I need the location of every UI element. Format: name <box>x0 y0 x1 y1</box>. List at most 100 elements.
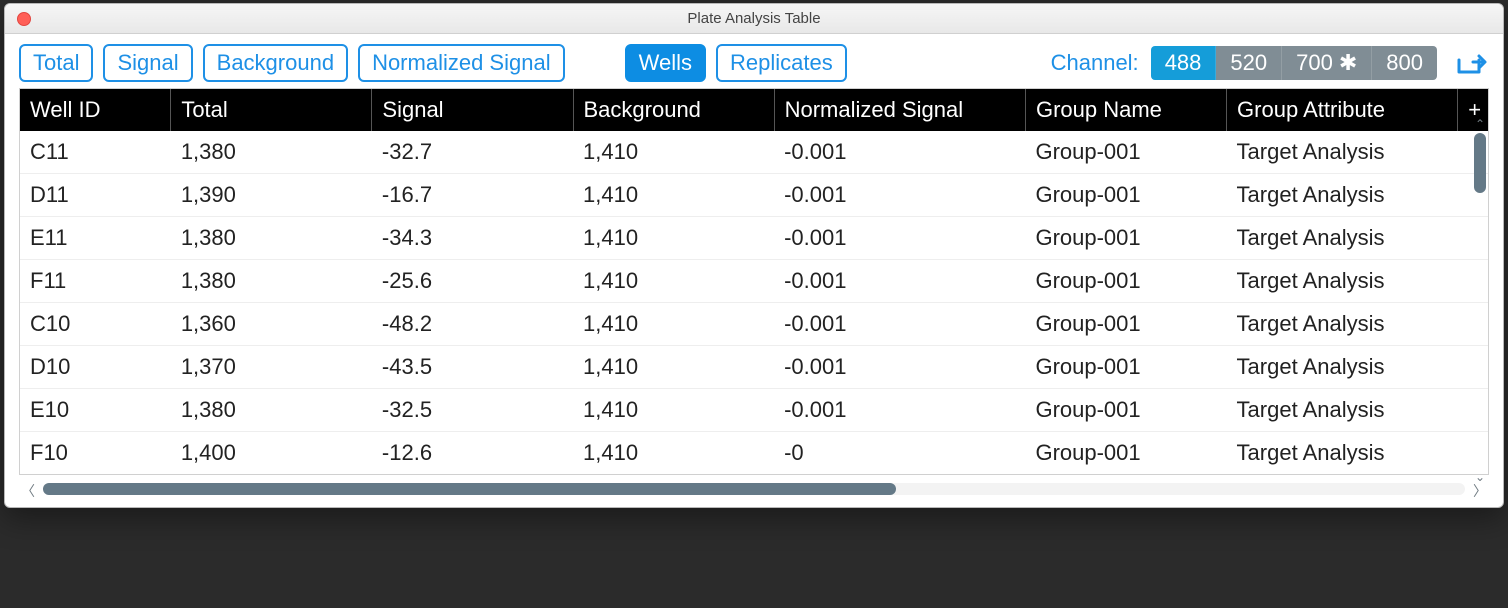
scroll-left-icon[interactable]: 〈 <box>21 481 35 501</box>
cell-well-id: F11 <box>20 260 171 303</box>
cell-group-attr: Target Analysis <box>1227 389 1458 432</box>
cell-background: 1,410 <box>573 217 774 260</box>
cell-group-name: Group-001 <box>1025 131 1226 174</box>
cell-group-attr: Target Analysis <box>1227 260 1458 303</box>
cell-total: 1,370 <box>171 346 372 389</box>
cell-normalized: -0 <box>774 432 1025 475</box>
cell-total: 1,390 <box>171 174 372 217</box>
channel-segmented: 488 520 700✱ 800 <box>1151 46 1437 80</box>
cell-signal: -32.5 <box>372 389 573 432</box>
scroll-up-icon[interactable]: ⌃ <box>1475 117 1485 131</box>
cell-total: 1,380 <box>171 260 372 303</box>
cell-normalized: -0.001 <box>774 260 1025 303</box>
cell-group-name: Group-001 <box>1025 346 1226 389</box>
cell-group-name: Group-001 <box>1025 260 1226 303</box>
vertical-scrollbar[interactable]: ⌃ ⌄ <box>1474 133 1486 468</box>
cell-total: 1,380 <box>171 131 372 174</box>
table-row[interactable]: D101,370-43.51,410-0.001Group-001Target … <box>20 346 1488 389</box>
cell-normalized: -0.001 <box>774 174 1025 217</box>
filter-normalized-button[interactable]: Normalized Signal <box>358 44 565 82</box>
window-titlebar: Plate Analysis Table <box>5 4 1503 34</box>
cell-group-name: Group-001 <box>1025 217 1226 260</box>
cell-group-name: Group-001 <box>1025 303 1226 346</box>
cell-background: 1,410 <box>573 432 774 475</box>
table-row[interactable]: E101,380-32.51,410-0.001Group-001Target … <box>20 389 1488 432</box>
scroll-right-icon[interactable]: 〉 <box>1473 481 1487 501</box>
cell-background: 1,410 <box>573 174 774 217</box>
cell-group-attr: Target Analysis <box>1227 432 1458 475</box>
cell-group-name: Group-001 <box>1025 432 1226 475</box>
cell-well-id: E10 <box>20 389 171 432</box>
col-total[interactable]: Total <box>171 89 372 131</box>
table-container: Well ID Total Signal Background Normaliz… <box>19 88 1489 475</box>
cell-normalized: -0.001 <box>774 217 1025 260</box>
vertical-scroll-thumb[interactable] <box>1474 133 1486 193</box>
cell-signal: -48.2 <box>372 303 573 346</box>
col-normalized[interactable]: Normalized Signal <box>774 89 1025 131</box>
mode-wells-button[interactable]: Wells <box>625 44 706 82</box>
cell-signal: -25.6 <box>372 260 573 303</box>
table-row[interactable]: F111,380-25.61,410-0.001Group-001Target … <box>20 260 1488 303</box>
window: Plate Analysis Table Total Signal Backgr… <box>4 3 1504 508</box>
cell-group-attr: Target Analysis <box>1227 303 1458 346</box>
data-table: Well ID Total Signal Background Normaliz… <box>20 89 1488 474</box>
cell-background: 1,410 <box>573 346 774 389</box>
cell-signal: -12.6 <box>372 432 573 475</box>
channel-label: Channel: <box>1051 50 1139 76</box>
table-row[interactable]: D111,390-16.71,410-0.001Group-001Target … <box>20 174 1488 217</box>
cell-normalized: -0.001 <box>774 389 1025 432</box>
export-icon[interactable] <box>1455 48 1489 78</box>
horizontal-scroll-thumb[interactable] <box>43 483 896 495</box>
cell-background: 1,410 <box>573 389 774 432</box>
cell-signal: -34.3 <box>372 217 573 260</box>
cell-well-id: F10 <box>20 432 171 475</box>
mode-replicates-button[interactable]: Replicates <box>716 44 847 82</box>
col-background[interactable]: Background <box>573 89 774 131</box>
cell-group-attr: Target Analysis <box>1227 346 1458 389</box>
cell-group-attr: Target Analysis <box>1227 174 1458 217</box>
cell-group-attr: Target Analysis <box>1227 131 1458 174</box>
toolbar: Total Signal Background Normalized Signa… <box>5 34 1503 88</box>
col-group-name[interactable]: Group Name <box>1025 89 1226 131</box>
table-header-row: Well ID Total Signal Background Normaliz… <box>20 89 1488 131</box>
cell-total: 1,380 <box>171 389 372 432</box>
cell-well-id: D10 <box>20 346 171 389</box>
cell-signal: -32.7 <box>372 131 573 174</box>
cell-total: 1,400 <box>171 432 372 475</box>
filter-background-button[interactable]: Background <box>203 44 348 82</box>
horizontal-scroll-track <box>43 483 1465 495</box>
filter-signal-button[interactable]: Signal <box>103 44 192 82</box>
channel-800-button[interactable]: 800 <box>1372 46 1437 80</box>
channel-520-button[interactable]: 520 <box>1216 46 1282 80</box>
channel-488-button[interactable]: 488 <box>1151 46 1217 80</box>
table-row[interactable]: E111,380-34.31,410-0.001Group-001Target … <box>20 217 1488 260</box>
asterisk-icon: ✱ <box>1339 52 1357 74</box>
filter-total-button[interactable]: Total <box>19 44 93 82</box>
table-row[interactable]: F101,400-12.61,410-0Group-001Target Anal… <box>20 432 1488 475</box>
channel-700-button[interactable]: 700✱ <box>1282 46 1372 80</box>
cell-total: 1,360 <box>171 303 372 346</box>
cell-normalized: -0.001 <box>774 131 1025 174</box>
cell-signal: -16.7 <box>372 174 573 217</box>
window-close-button[interactable] <box>17 12 31 26</box>
cell-background: 1,410 <box>573 131 774 174</box>
cell-well-id: C10 <box>20 303 171 346</box>
cell-background: 1,410 <box>573 260 774 303</box>
cell-well-id: C11 <box>20 131 171 174</box>
cell-background: 1,410 <box>573 303 774 346</box>
table-row[interactable]: C101,360-48.21,410-0.001Group-001Target … <box>20 303 1488 346</box>
cell-well-id: E11 <box>20 217 171 260</box>
cell-group-name: Group-001 <box>1025 174 1226 217</box>
col-signal[interactable]: Signal <box>372 89 573 131</box>
cell-signal: -43.5 <box>372 346 573 389</box>
table-row[interactable]: C111,380-32.71,410-0.001Group-001Target … <box>20 131 1488 174</box>
col-group-attr[interactable]: Group Attribute <box>1227 89 1458 131</box>
cell-total: 1,380 <box>171 217 372 260</box>
horizontal-scrollbar[interactable]: 〈 〉 <box>19 481 1489 497</box>
cell-normalized: -0.001 <box>774 346 1025 389</box>
cell-group-name: Group-001 <box>1025 389 1226 432</box>
cell-group-attr: Target Analysis <box>1227 217 1458 260</box>
col-well-id[interactable]: Well ID <box>20 89 171 131</box>
window-title: Plate Analysis Table <box>687 10 820 27</box>
cell-normalized: -0.001 <box>774 303 1025 346</box>
